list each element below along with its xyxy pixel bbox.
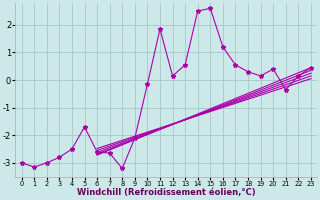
X-axis label: Windchill (Refroidissement éolien,°C): Windchill (Refroidissement éolien,°C) (77, 188, 256, 197)
